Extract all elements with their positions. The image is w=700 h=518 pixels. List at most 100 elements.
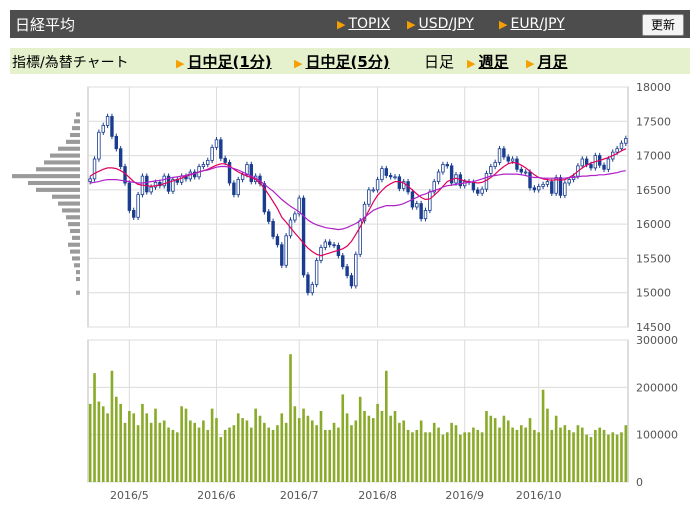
volume-bar (559, 427, 562, 482)
volume-bar (206, 429, 210, 482)
candle-body (615, 148, 619, 153)
volume-bar (250, 427, 253, 482)
period-monthly[interactable]: ▶ 月足 (526, 51, 567, 72)
volume-bar (493, 418, 497, 482)
volume-bar (263, 422, 266, 482)
arrow-right-icon: ▶ (176, 57, 185, 70)
volume-profile-bar (58, 146, 80, 151)
arrow-right-icon: ▶ (407, 18, 416, 31)
candle-body (97, 131, 101, 160)
volume-bar (337, 427, 340, 482)
volume-bar (341, 394, 345, 482)
link-usd-jpy[interactable]: ▶ USD/JPY (407, 16, 474, 32)
candle-body (332, 244, 336, 247)
candle-body (105, 116, 110, 126)
candle-body (271, 220, 275, 237)
volume-bar (563, 425, 567, 482)
volume-bar (297, 418, 301, 482)
candle-body (206, 159, 210, 165)
candle-body (445, 164, 449, 167)
volume-bar (189, 420, 192, 482)
volume-profile-bar (72, 126, 80, 131)
volume-bar (598, 427, 601, 482)
volume-bar (324, 429, 327, 482)
volume-bar (223, 429, 227, 482)
candle-body (419, 203, 423, 220)
volume-bar (328, 429, 331, 482)
volume-bar (480, 432, 484, 482)
volume-bar (415, 429, 419, 482)
x-tick-label: 2016/6 (197, 489, 236, 502)
period-intraday-1min[interactable]: ▶ 日中足(1分) (176, 51, 272, 72)
candle-body (602, 164, 606, 170)
candle-body (354, 253, 358, 287)
volume-bar (106, 413, 109, 482)
candle-body (480, 188, 484, 194)
volume-tick-label: 300000 (636, 334, 678, 347)
volume-bar (580, 427, 584, 482)
volume-bar (254, 408, 257, 482)
candle-body (537, 186, 541, 191)
volume-bar (620, 432, 623, 482)
moving-average-long-line (90, 165, 626, 231)
volume-bar (193, 422, 196, 482)
x-tick-label: 2016/8 (358, 489, 397, 502)
refresh-button[interactable]: 更新 (642, 14, 684, 36)
candle-body (476, 189, 480, 194)
candle-body (301, 197, 306, 276)
price-tick-label: 14500 (636, 321, 671, 334)
period-intraday-5min[interactable]: ▶ 日中足(5分) (294, 51, 390, 72)
link-topix[interactable]: ▶ TOPIX (337, 16, 390, 32)
volume-profile-bar (52, 194, 80, 199)
arrow-right-icon: ▶ (467, 57, 476, 70)
candle-body (179, 175, 184, 183)
volume-bar (585, 434, 588, 482)
volume-bar (463, 432, 466, 482)
volume-tick-label: 100000 (636, 429, 678, 442)
volume-bar (280, 413, 284, 482)
volume-tick-label: 0 (636, 476, 643, 489)
volume-bar (158, 422, 162, 482)
volume-profile-bar (62, 208, 80, 213)
link-eur-jpy[interactable]: ▶ EUR/JPY (499, 16, 565, 32)
candle-body (306, 274, 310, 294)
volume-bar (502, 415, 506, 482)
period-intraday-1min-label: 日中足(1分) (187, 53, 272, 71)
price-tick-label: 15000 (636, 287, 671, 300)
volume-bar (132, 413, 136, 482)
volume-bar (241, 418, 244, 482)
period-weekly[interactable]: ▶ 週足 (467, 51, 508, 72)
candle-body (384, 168, 389, 176)
volume-profile-bar (44, 160, 80, 165)
candle-body (428, 191, 432, 211)
volume-bar (376, 403, 379, 482)
volume-bar (180, 406, 183, 482)
candle-body (236, 179, 240, 196)
candle-body (550, 181, 554, 194)
volume-bar (611, 432, 615, 482)
volume-bar (424, 432, 427, 482)
candle-body (432, 181, 436, 193)
candle-body (402, 181, 406, 189)
volume-profile-bar (50, 153, 80, 158)
candle-body (127, 182, 132, 211)
volume-bar (354, 420, 358, 482)
arrow-right-icon: ▶ (526, 57, 535, 70)
arrow-right-icon: ▶ (337, 18, 346, 31)
volume-bar (602, 429, 606, 482)
candle-body (118, 148, 123, 167)
volume-profile-bar (76, 112, 80, 117)
x-tick-label: 2016/7 (280, 489, 319, 502)
volume-bar (489, 415, 493, 482)
candle-body (267, 211, 271, 222)
volume-profile-bar (68, 242, 80, 247)
candle-body (149, 186, 153, 193)
candle-body (314, 260, 319, 285)
candle-body (532, 187, 537, 191)
volume-bar (245, 420, 249, 482)
link-topix-label: TOPIX (348, 16, 391, 32)
candle-body (114, 135, 119, 150)
volume-tick-label: 200000 (636, 381, 678, 394)
arrow-right-icon: ▶ (294, 57, 303, 70)
x-tick-label: 2016/10 (516, 489, 562, 502)
